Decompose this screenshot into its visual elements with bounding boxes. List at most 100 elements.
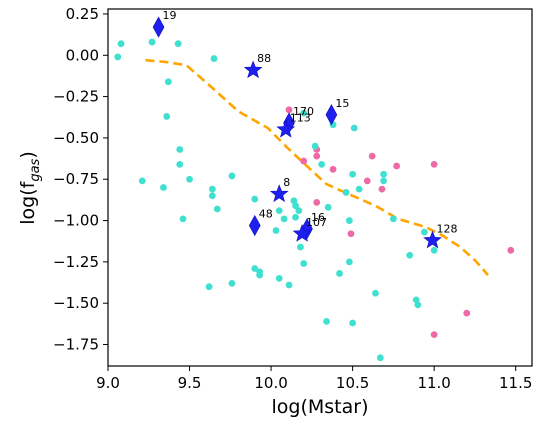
cyan-point [389, 215, 397, 223]
star-label: 8 [283, 176, 290, 189]
diamond-label: 15 [335, 97, 349, 110]
cyan-point [380, 177, 387, 185]
cyan-point [251, 265, 259, 272]
cyan-point [285, 281, 293, 289]
x-tick-label: 9.5 [178, 374, 202, 392]
cyan-points [114, 38, 438, 362]
x-tick-label: 11.5 [499, 374, 532, 392]
cyan-point [342, 189, 350, 196]
cyan-point [324, 203, 332, 211]
star-marker [423, 230, 442, 249]
cyan-point [336, 270, 343, 277]
cyan-point [275, 275, 283, 282]
cyan-point [345, 258, 353, 266]
cyan-point [148, 38, 156, 46]
y-tick-label: −1.25 [53, 253, 99, 271]
plot-frame [107, 8, 533, 367]
cyan-point [176, 146, 184, 153]
trend-line [145, 58, 489, 276]
cyan-point [179, 215, 187, 223]
star-marker [292, 223, 312, 242]
cyan-point [295, 207, 303, 215]
diamond-marker [152, 16, 165, 38]
cyan-point [318, 160, 326, 168]
x-tick-label: 11.0 [417, 374, 450, 392]
pink-points [285, 106, 515, 338]
pink-point [347, 230, 355, 238]
cyan-point [311, 142, 319, 150]
y-tick-label: −1.75 [53, 336, 99, 354]
cyan-point [210, 55, 218, 62]
diamond-label: 19 [163, 9, 177, 22]
pink-point [393, 162, 401, 170]
pink-point [430, 331, 438, 338]
pink-point [363, 177, 371, 185]
pink-point [507, 246, 515, 254]
diamond-label: 16 [311, 211, 325, 224]
cyan-point [292, 202, 299, 210]
x-tick-label: 9.0 [96, 374, 120, 392]
cyan-point [300, 109, 308, 117]
highlight-markers [152, 16, 442, 249]
diamond-label: 48 [259, 208, 273, 221]
cyan-point [300, 260, 308, 267]
star-label: 107 [306, 216, 327, 229]
diamond-marker [325, 104, 338, 126]
pink-point [463, 309, 471, 317]
cyan-point [372, 289, 379, 297]
cyan-point [160, 184, 167, 191]
y-tick-label: −0.50 [53, 129, 99, 147]
marker-labels: 19 170 15 48 16 88 113 8 107 128 [163, 9, 458, 235]
y-tick-label: −0.75 [53, 170, 99, 188]
pink-point [313, 198, 321, 206]
pink-point [285, 106, 293, 114]
pink-point [313, 152, 321, 160]
y-axis-ticks: 0.25 0.00 −0.25 −0.50 −0.75 −1.00 −1.25 −1.50 −1… [53, 5, 108, 354]
cyan-point [208, 185, 216, 193]
cyan-point [228, 172, 236, 180]
y-tick-label: 0.00 [66, 46, 99, 64]
cyan-point [430, 246, 438, 254]
pink-point [300, 157, 308, 165]
star-marker [269, 184, 289, 203]
cyan-point [350, 124, 358, 132]
cyan-point [117, 40, 125, 48]
cyan-point [275, 207, 283, 215]
cyan-point [297, 243, 304, 251]
star-label: 128 [437, 222, 458, 235]
cyan-point [205, 283, 213, 291]
y-axis-title: log(fgas) [17, 151, 43, 225]
cyan-point [228, 279, 236, 287]
cyan-point [174, 40, 182, 48]
cyan-point [208, 192, 216, 200]
x-axis-ticks: 9.0 9.5 10.0 10.5 11.0 11.5 [96, 366, 532, 392]
cyan-point [138, 177, 146, 185]
cyan-point [114, 53, 122, 61]
cyan-point [164, 78, 172, 86]
diamond-marker [248, 214, 261, 237]
cyan-point [292, 213, 299, 221]
star-label: 113 [290, 112, 311, 125]
star-label: 88 [257, 52, 271, 65]
cyan-point [272, 227, 280, 234]
pink-point [329, 165, 337, 173]
cyan-point [176, 160, 184, 168]
plot-background [108, 9, 532, 366]
star-marker [276, 119, 296, 138]
diamond-label: 170 [293, 105, 314, 118]
cyan-point [414, 301, 422, 309]
cyan-point [280, 215, 288, 223]
cyan-point [349, 170, 357, 178]
cyan-point [186, 175, 193, 183]
y-tick-label: −1.00 [53, 212, 99, 230]
star-marker [243, 60, 263, 79]
trend-layer [145, 58, 489, 276]
cyan-point [355, 185, 363, 193]
y-tick-label: −0.25 [53, 88, 99, 106]
pink-point [430, 160, 438, 168]
cyan-point [376, 354, 384, 362]
cyan-point [251, 195, 259, 203]
cyan-point [256, 271, 264, 279]
pink-point [378, 185, 386, 193]
